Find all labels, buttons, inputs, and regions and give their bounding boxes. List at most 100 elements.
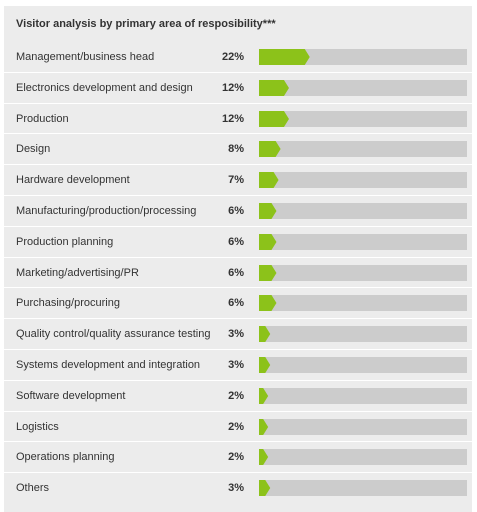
chart-row: Purchasing/procuring 6% xyxy=(4,288,472,320)
bar-background xyxy=(259,264,467,281)
bar-background xyxy=(259,387,467,404)
bar-svg xyxy=(259,356,467,373)
bar-svg xyxy=(259,418,467,435)
bar-background xyxy=(259,110,467,127)
bar-svg xyxy=(259,79,467,96)
chart-row: Electronics development and design 12% xyxy=(4,73,472,104)
bar-svg xyxy=(259,480,467,497)
bar-svg xyxy=(259,295,467,312)
bar-track xyxy=(259,418,467,435)
bar-svg xyxy=(259,449,467,466)
bar-svg xyxy=(259,233,467,250)
chart-row: Systems development and integration 3% xyxy=(4,350,472,381)
category-label: Design xyxy=(16,143,51,156)
value-label: 2% xyxy=(228,389,244,402)
bar-background xyxy=(259,480,467,497)
bar-svg xyxy=(259,172,467,189)
bar xyxy=(259,418,269,435)
value-label: 6% xyxy=(228,297,244,310)
bar-track xyxy=(259,449,467,466)
category-label: Manufacturing/production/processing xyxy=(16,204,197,217)
bar xyxy=(259,172,279,189)
bar-track xyxy=(259,172,467,189)
bar-svg xyxy=(259,264,467,281)
category-label: Production planning xyxy=(16,235,114,248)
bar-track xyxy=(259,356,467,373)
bar-background xyxy=(259,418,467,435)
category-label: Management/business head xyxy=(16,51,155,63)
bar-track xyxy=(259,326,467,343)
category-label: Production xyxy=(16,112,69,125)
chart-row: Hardware development 7% xyxy=(4,165,472,196)
chart-row: Design 8% xyxy=(4,134,472,166)
bar-background xyxy=(259,356,467,373)
chart-row: Management/business head 22% xyxy=(4,42,472,73)
chart-rows: Management/business head 22% Electronics d… xyxy=(4,42,472,504)
value-label: 8% xyxy=(228,143,244,156)
category-label: Operations planning xyxy=(16,451,115,464)
bar xyxy=(259,326,271,343)
chart-row: Quality control/quality assurance testin… xyxy=(4,319,472,350)
category-label: Hardware development xyxy=(16,174,130,187)
bar-track xyxy=(259,110,467,127)
bar-svg xyxy=(259,326,467,343)
bar-svg xyxy=(259,49,467,65)
bar-svg xyxy=(259,110,467,127)
bar xyxy=(259,356,271,373)
chart-panel: Visitor analysis by primary area of resp… xyxy=(4,6,472,512)
bar xyxy=(259,449,269,466)
value-label: 2% xyxy=(228,451,244,464)
bar xyxy=(259,49,310,65)
bar xyxy=(259,295,277,312)
bar xyxy=(259,79,289,96)
value-label: 12% xyxy=(221,81,244,94)
chart-row: Marketing/advertising/PR 6% xyxy=(4,258,472,289)
category-label: Marketing/advertising/PR xyxy=(16,266,139,279)
category-label: Logistics xyxy=(16,420,59,433)
bar-svg xyxy=(259,387,467,404)
category-label: Electronics development and design xyxy=(16,81,193,94)
bar xyxy=(259,387,269,404)
chart-row: Operations planning 2% xyxy=(4,442,472,474)
bar-background xyxy=(259,141,467,158)
bar xyxy=(259,233,277,250)
value-label: 2% xyxy=(228,420,244,433)
bar-background xyxy=(259,172,467,189)
bar xyxy=(259,264,277,281)
bar-background xyxy=(259,449,467,466)
value-label: 7% xyxy=(228,174,244,187)
value-label: 3% xyxy=(228,482,244,495)
bar-background xyxy=(259,202,467,219)
value-label: 6% xyxy=(228,204,244,217)
chart-row: Logistics 2% xyxy=(4,412,472,443)
value-label: 3% xyxy=(228,358,244,371)
chart-row: Production 12% xyxy=(4,104,472,135)
bar-track xyxy=(259,480,467,497)
category-label: Quality control/quality assurance testin… xyxy=(16,328,211,341)
bar xyxy=(259,202,277,219)
chart-row: Production planning 6% xyxy=(4,227,472,258)
bar-track xyxy=(259,79,467,96)
bar xyxy=(259,110,289,127)
bar-track xyxy=(259,202,467,219)
category-label: Others xyxy=(16,482,50,495)
bar-track xyxy=(259,387,467,404)
bar-background xyxy=(259,295,467,312)
value-label: 12% xyxy=(221,112,244,125)
chart-row: Others 3% xyxy=(4,473,472,504)
bar-track xyxy=(259,49,467,65)
bar-track xyxy=(259,233,467,250)
bar-track xyxy=(259,141,467,158)
bar xyxy=(259,480,271,497)
bar-svg xyxy=(259,202,467,219)
value-label: 3% xyxy=(228,328,244,341)
chart-row: Software development 2% xyxy=(4,381,472,412)
chart-title: Visitor analysis by primary area of resp… xyxy=(16,18,276,30)
bar-background xyxy=(259,326,467,343)
bar-background xyxy=(259,49,467,65)
category-label: Software development xyxy=(16,389,126,402)
value-label: 6% xyxy=(228,266,244,279)
category-label: Systems development and integration xyxy=(16,358,201,371)
chart-row: Manufacturing/production/processing 6% xyxy=(4,196,472,227)
bar-track xyxy=(259,264,467,281)
